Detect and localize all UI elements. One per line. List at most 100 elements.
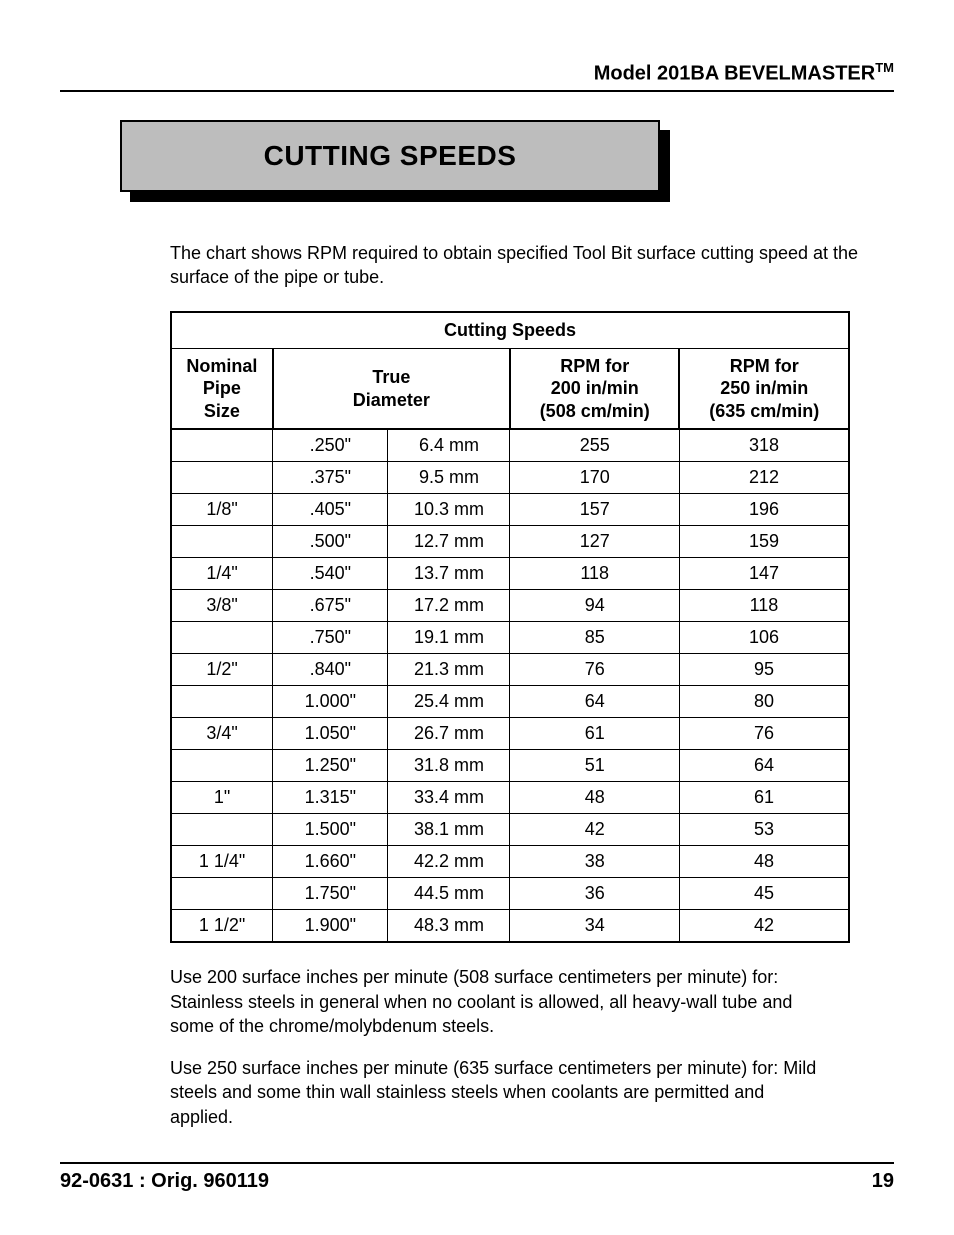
page-footer: 92-0631 : Orig. 960119 19 (60, 1162, 894, 1193)
cell-rpm200: 38 (510, 846, 680, 878)
cell-rpm200: 76 (510, 654, 680, 686)
cutting-speeds-table-wrap: Cutting Speeds NominalPipeSize TrueDiame… (170, 311, 850, 943)
cell-nominal (171, 878, 273, 910)
cell-rpm200: 34 (510, 910, 680, 943)
cell-rpm200: 118 (510, 558, 680, 590)
page-header: Model 201BA BEVELMASTERTM (60, 60, 894, 92)
cell-rpm250: 147 (679, 558, 849, 590)
cell-rpm250: 95 (679, 654, 849, 686)
cell-nominal: 1" (171, 782, 273, 814)
cell-nominal (171, 462, 273, 494)
cell-dia_mm: 10.3 mm (388, 494, 510, 526)
cell-rpm250: 212 (679, 462, 849, 494)
cell-dia_mm: 31.8 mm (388, 750, 510, 782)
cell-rpm200: 157 (510, 494, 680, 526)
table-row: 3/8".675"17.2 mm94118 (171, 590, 849, 622)
cell-dia_mm: 26.7 mm (388, 718, 510, 750)
cell-dia_in: .250" (273, 429, 388, 462)
section-title-box: CUTTING SPEEDS (120, 120, 670, 205)
cell-nominal: 1/8" (171, 494, 273, 526)
cell-nominal (171, 526, 273, 558)
cell-dia_mm: 12.7 mm (388, 526, 510, 558)
cell-nominal: 1/2" (171, 654, 273, 686)
cell-rpm200: 36 (510, 878, 680, 910)
col-header-rpm200: RPM for200 in/min(508 cm/min) (510, 348, 680, 429)
table-row: 1.000"25.4 mm6480 (171, 686, 849, 718)
usage-notes: Use 200 surface inches per minute (508 s… (170, 965, 820, 1129)
cell-dia_mm: 13.7 mm (388, 558, 510, 590)
cell-dia_in: 1.050" (273, 718, 388, 750)
cell-rpm200: 85 (510, 622, 680, 654)
cell-rpm200: 64 (510, 686, 680, 718)
cell-rpm250: 45 (679, 878, 849, 910)
cell-dia_in: 1.000" (273, 686, 388, 718)
cell-nominal: 1 1/4" (171, 846, 273, 878)
table-row: .750"19.1 mm85106 (171, 622, 849, 654)
cell-dia_in: 1.750" (273, 878, 388, 910)
cell-dia_in: 1.250" (273, 750, 388, 782)
cell-rpm200: 51 (510, 750, 680, 782)
doc-id: 92-0631 : Orig. 960119 (60, 1170, 269, 1193)
note-250: Use 250 surface inches per minute (635 s… (170, 1056, 820, 1129)
cell-dia_mm: 19.1 mm (388, 622, 510, 654)
table-row: .250"6.4 mm255318 (171, 429, 849, 462)
table-row: 1/2".840"21.3 mm7695 (171, 654, 849, 686)
cell-dia_in: .750" (273, 622, 388, 654)
cell-dia_in: .675" (273, 590, 388, 622)
cell-nominal (171, 429, 273, 462)
cell-rpm250: 80 (679, 686, 849, 718)
cell-rpm200: 61 (510, 718, 680, 750)
cell-nominal (171, 750, 273, 782)
table-row: 1"1.315"33.4 mm4861 (171, 782, 849, 814)
cell-rpm200: 255 (510, 429, 680, 462)
cell-dia_mm: 48.3 mm (388, 910, 510, 943)
cell-dia_mm: 42.2 mm (388, 846, 510, 878)
table-row: .375"9.5 mm170212 (171, 462, 849, 494)
cell-rpm250: 318 (679, 429, 849, 462)
intro-text: The chart shows RPM required to obtain s… (170, 241, 860, 290)
cell-dia_mm: 25.4 mm (388, 686, 510, 718)
cell-rpm200: 94 (510, 590, 680, 622)
col-header-rpm250: RPM for250 in/min(635 cm/min) (679, 348, 849, 429)
cell-nominal (171, 814, 273, 846)
cell-dia_mm: 6.4 mm (388, 429, 510, 462)
cell-dia_in: 1.500" (273, 814, 388, 846)
cell-nominal: 1 1/2" (171, 910, 273, 943)
cell-rpm250: 61 (679, 782, 849, 814)
cell-rpm250: 106 (679, 622, 849, 654)
table-row: .500"12.7 mm127159 (171, 526, 849, 558)
table-row: 1 1/2"1.900"48.3 mm3442 (171, 910, 849, 943)
col-header-true-diameter: TrueDiameter (273, 348, 510, 429)
cell-rpm250: 64 (679, 750, 849, 782)
cell-nominal: 1/4" (171, 558, 273, 590)
trademark: TM (875, 60, 894, 75)
cell-nominal: 3/4" (171, 718, 273, 750)
table-row: 1 1/4"1.660"42.2 mm3848 (171, 846, 849, 878)
page-number: 19 (872, 1170, 894, 1193)
cell-dia_mm: 33.4 mm (388, 782, 510, 814)
cell-dia_in: .840" (273, 654, 388, 686)
cell-dia_mm: 9.5 mm (388, 462, 510, 494)
table-row: 1/4".540"13.7 mm118147 (171, 558, 849, 590)
cell-dia_in: 1.900" (273, 910, 388, 943)
table-row: 1.500"38.1 mm4253 (171, 814, 849, 846)
table-row: 1.250"31.8 mm5164 (171, 750, 849, 782)
cell-rpm250: 48 (679, 846, 849, 878)
note-200: Use 200 surface inches per minute (508 s… (170, 965, 820, 1038)
cell-nominal (171, 686, 273, 718)
col-header-nominal: NominalPipeSize (171, 348, 273, 429)
table-row: 1/8".405"10.3 mm157196 (171, 494, 849, 526)
cell-dia_in: 1.660" (273, 846, 388, 878)
cell-rpm250: 53 (679, 814, 849, 846)
cell-dia_mm: 17.2 mm (388, 590, 510, 622)
cell-rpm200: 42 (510, 814, 680, 846)
cell-dia_mm: 38.1 mm (388, 814, 510, 846)
cell-dia_in: .540" (273, 558, 388, 590)
cell-rpm200: 127 (510, 526, 680, 558)
cell-rpm250: 118 (679, 590, 849, 622)
cell-dia_in: .500" (273, 526, 388, 558)
cell-dia_in: .405" (273, 494, 388, 526)
table-row: 3/4"1.050"26.7 mm6176 (171, 718, 849, 750)
model-line: Model 201BA BEVELMASTER (594, 63, 876, 85)
cell-rpm250: 42 (679, 910, 849, 943)
